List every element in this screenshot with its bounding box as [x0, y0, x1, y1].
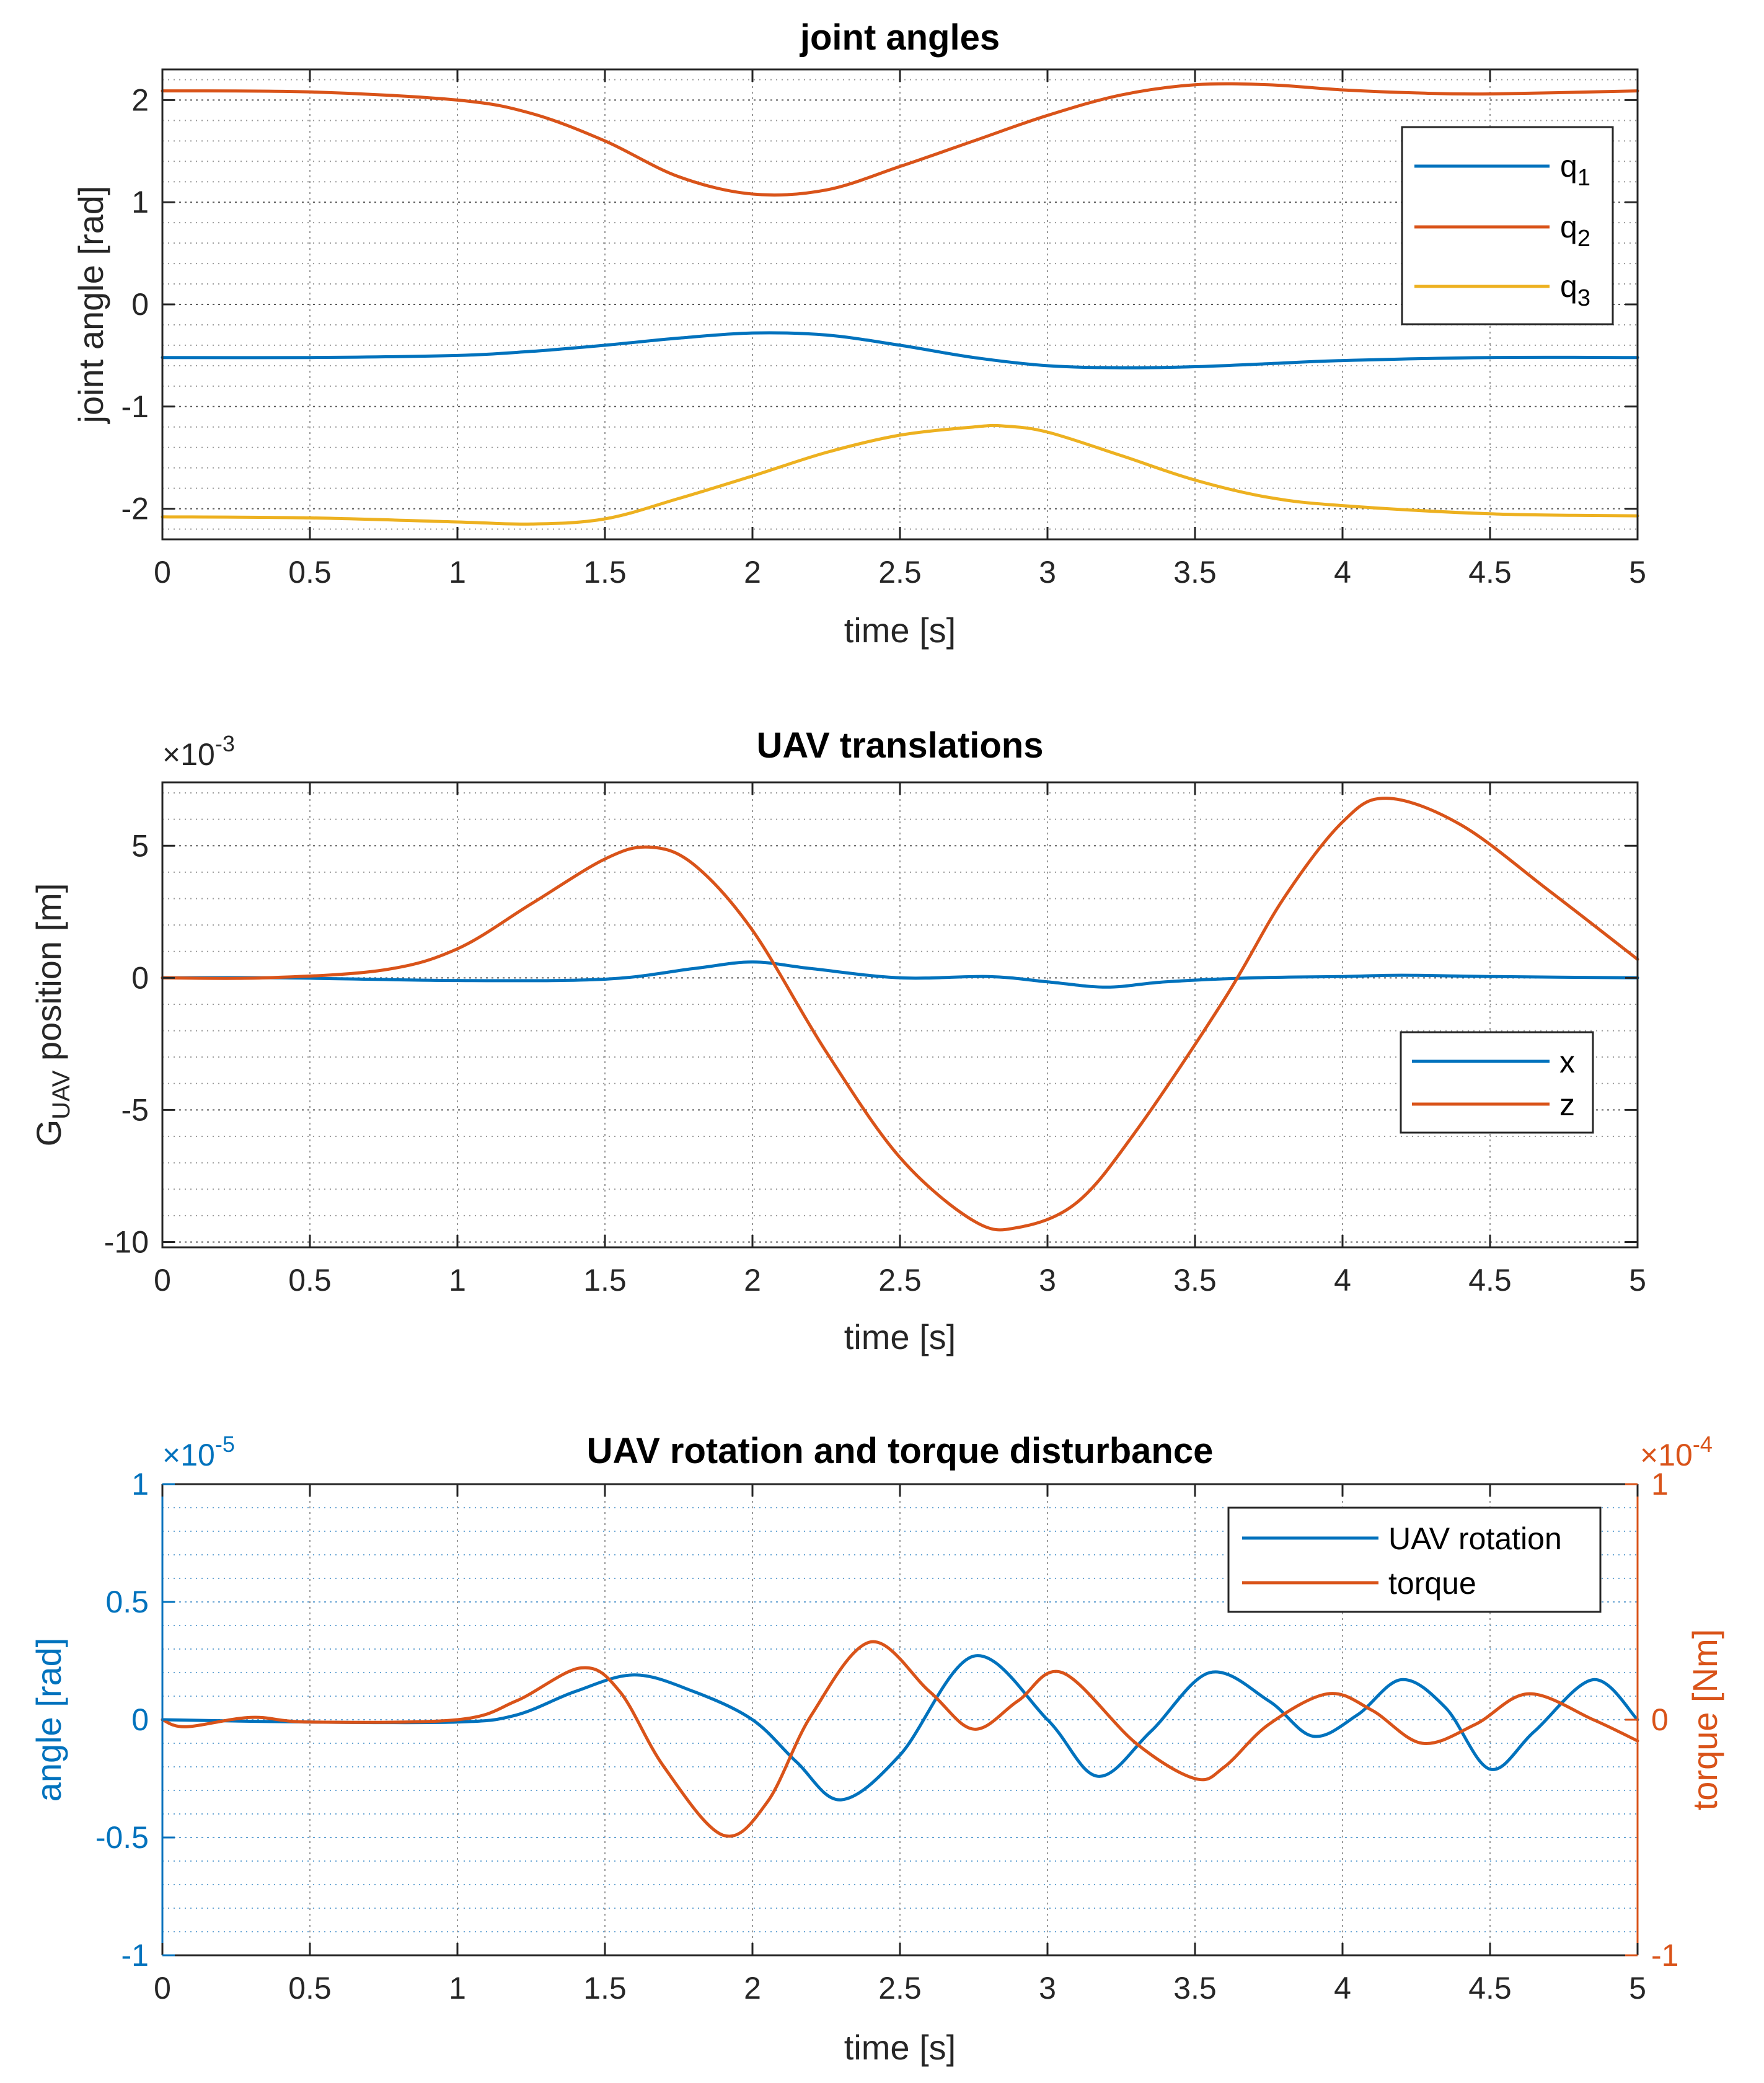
joint-angles-panel: 0 0.5 1 1.5 2 2.5 3 3.5 4 4.5 5 -2 -1 0 1 2 joint angl… — [71, 17, 1646, 650]
legend-label-q1: q1 — [1560, 149, 1590, 191]
x-tick-label: 1 — [449, 555, 466, 590]
y-tick-label-right: -1 — [1651, 1938, 1678, 1973]
x-tick-label: 3 — [1039, 1971, 1056, 2006]
y-tick-labels: -10 -5 0 5 — [104, 828, 1638, 1259]
x-tick-label: 4.5 — [1468, 1971, 1512, 2006]
y-tick-label-right: 0 — [1651, 1702, 1669, 1737]
x-axis-label: time [s] — [844, 611, 956, 650]
uav-translations-panel: 0 0.5 1 1.5 2 2.5 3 3.5 4 4.5 5 -10 -5 0 5 UAV transl… — [29, 725, 1646, 1356]
y-tick-label: 0 — [131, 287, 149, 322]
x-tick-labels: 0 0.5 1 1.5 2 2.5 3 3.5 4 4.5 5 — [154, 69, 1646, 590]
y-axis-label: GUAV position [m] — [29, 883, 75, 1147]
series-lines — [161, 82, 1639, 526]
major-grid — [162, 69, 1638, 539]
x-tick-label: 2.5 — [878, 1971, 922, 2006]
legend-label-q3: q3 — [1560, 269, 1590, 311]
y-exponent-label: ×10-3 — [162, 731, 235, 772]
y-tick-label: -1 — [121, 1938, 149, 1973]
x-tick-label: 3.5 — [1173, 1971, 1217, 2006]
plot-area — [162, 782, 1638, 1247]
x-tick-label: 0.5 — [288, 555, 332, 590]
series-lines — [161, 1640, 1639, 1838]
y-tick-labels: -2 -1 0 1 2 — [121, 82, 1638, 526]
y-tick-labels-left: -1 -0.5 0 0.5 1 — [95, 1467, 175, 1973]
y-tick-label: 1 — [131, 185, 149, 219]
x-tick-label: 5 — [1629, 1263, 1646, 1298]
legend-box — [1400, 1031, 1594, 1134]
series-line-uav-rotation — [161, 1654, 1639, 1802]
y-axis-label-left: angle [rad] — [29, 1638, 68, 1802]
x-tick-labels: 0 0.5 1 1.5 2 2.5 3 3.5 4 4.5 5 — [154, 782, 1646, 1298]
x-tick-label: 1.5 — [583, 555, 627, 590]
x-tick-label: 4 — [1334, 555, 1351, 590]
y-tick-label: 0.5 — [105, 1585, 149, 1619]
legend: x z — [1400, 1031, 1594, 1134]
x-tick-label: 0.5 — [288, 1263, 332, 1298]
x-tick-labels: 0 0.5 1 1.5 2 2.5 3 3.5 4 4.5 5 — [154, 1484, 1646, 2006]
x-tick-label: 2.5 — [878, 555, 922, 590]
x-tick-label: 0 — [154, 555, 171, 590]
x-tick-label: 3.5 — [1173, 555, 1217, 590]
x-tick-label: 5 — [1629, 555, 1646, 590]
x-tick-label: 1 — [449, 1971, 466, 2006]
x-axis-label: time [s] — [844, 1317, 956, 1356]
y-tick-label: 1 — [131, 1467, 149, 1501]
x-tick-label: 3 — [1039, 555, 1056, 590]
x-tick-label: 2 — [744, 1263, 761, 1298]
y-tick-label: 5 — [131, 828, 149, 863]
y-axis-label: joint angle [rad] — [71, 186, 110, 425]
uav-rotation-torque-panel: 0 0.5 1 1.5 2 2.5 3 3.5 4 4.5 5 -1-0.500.51 -101 U… — [29, 1431, 1724, 2067]
x-tick-label: 4 — [1334, 1263, 1351, 1298]
x-tick-label: 1.5 — [583, 1263, 627, 1298]
x-axis-label: time [s] — [844, 2028, 956, 2067]
legend-label-uav-rotation: UAV rotation — [1388, 1521, 1562, 1556]
y-tick-label-right: 1 — [1651, 1467, 1669, 1501]
x-tick-label: 4.5 — [1468, 1263, 1512, 1298]
series-line-x — [161, 960, 1639, 989]
y-exponent-label-right: ×10-4 — [1640, 1431, 1713, 1472]
x-tick-label: 4.5 — [1468, 555, 1512, 590]
y-tick-label: 0 — [131, 960, 149, 995]
series-line-z — [161, 797, 1639, 1232]
x-tick-label: 1 — [449, 1263, 466, 1298]
series-line-q2 — [161, 82, 1639, 197]
y-exponent-label-left: ×10-5 — [162, 1431, 235, 1472]
series-line-torque — [161, 1640, 1639, 1838]
chart-title: UAV translations — [756, 725, 1043, 766]
x-tick-label: 0 — [154, 1263, 171, 1298]
y-axis-label-right: torque [Nm] — [1685, 1629, 1724, 1811]
x-tick-label: 3.5 — [1173, 1263, 1217, 1298]
chart-title: UAV rotation and torque disturbance — [587, 1431, 1214, 1471]
y-tick-label: 0 — [131, 1702, 149, 1737]
x-tick-label: 2.5 — [878, 1263, 922, 1298]
legend-box — [1227, 1506, 1602, 1613]
legend: q1 q2 q3 — [1401, 126, 1614, 325]
chart-title: joint angles — [800, 17, 1000, 58]
x-tick-label: 2 — [744, 1971, 761, 2006]
x-tick-label: 4 — [1334, 1971, 1351, 2006]
series-line-q1 — [161, 331, 1639, 369]
x-tick-label: 3 — [1039, 1263, 1056, 1298]
legend-label-q2: q2 — [1560, 210, 1590, 252]
y-tick-label: -0.5 — [95, 1820, 149, 1855]
legend-label-x: x — [1559, 1045, 1575, 1079]
series-line-q3 — [161, 423, 1639, 526]
series-lines — [161, 797, 1639, 1232]
legend-label-torque: torque — [1388, 1566, 1476, 1601]
x-tick-label: 2 — [744, 555, 761, 590]
x-tick-label: 0 — [154, 1971, 171, 2006]
y-tick-label: -10 — [104, 1224, 149, 1259]
legend-label-z: z — [1559, 1087, 1575, 1122]
x-tick-label: 1.5 — [583, 1971, 627, 2006]
y-tick-label: -5 — [121, 1092, 149, 1127]
y-tick-labels-right: -1 0 1 — [1625, 1467, 1678, 1973]
y-tick-label: -1 — [121, 389, 149, 424]
legend: UAV rotation torque — [1227, 1506, 1602, 1613]
x-tick-label: 0.5 — [288, 1971, 332, 2006]
y-tick-label: 2 — [131, 82, 149, 117]
x-tick-label: 5 — [1629, 1971, 1646, 2006]
y-tick-label: -2 — [121, 492, 149, 526]
